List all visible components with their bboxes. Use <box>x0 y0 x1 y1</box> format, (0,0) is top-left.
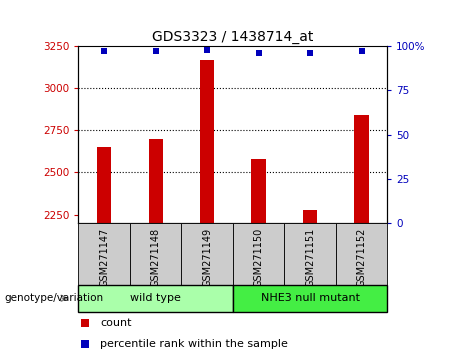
Bar <box>284 223 336 285</box>
Bar <box>78 285 233 312</box>
Bar <box>200 59 214 223</box>
Point <box>358 48 365 54</box>
Bar <box>148 139 163 223</box>
Point <box>306 50 313 56</box>
Text: GSM271147: GSM271147 <box>99 228 109 287</box>
Bar <box>97 147 111 223</box>
Bar <box>181 223 233 285</box>
Text: NHE3 null mutant: NHE3 null mutant <box>260 293 360 303</box>
Text: GSM271151: GSM271151 <box>305 228 315 287</box>
Point <box>100 48 108 54</box>
Text: count: count <box>100 318 131 328</box>
Bar <box>233 285 387 312</box>
Text: percentile rank within the sample: percentile rank within the sample <box>100 339 288 349</box>
Point <box>81 342 88 347</box>
Title: GDS3323 / 1438714_at: GDS3323 / 1438714_at <box>152 30 313 44</box>
Point <box>255 50 262 56</box>
Bar <box>130 223 181 285</box>
Bar <box>355 115 369 223</box>
Point <box>203 47 211 52</box>
Text: genotype/variation: genotype/variation <box>5 293 104 303</box>
Bar <box>251 159 266 223</box>
Bar <box>78 223 130 285</box>
Bar <box>336 223 387 285</box>
Text: wild type: wild type <box>130 293 181 303</box>
Point <box>81 320 88 326</box>
Text: GSM271150: GSM271150 <box>254 228 264 287</box>
Bar <box>303 210 317 223</box>
Point <box>152 48 160 54</box>
Text: GSM271148: GSM271148 <box>151 228 160 287</box>
Bar <box>233 223 284 285</box>
Text: GSM271152: GSM271152 <box>356 228 366 287</box>
Text: GSM271149: GSM271149 <box>202 228 212 287</box>
